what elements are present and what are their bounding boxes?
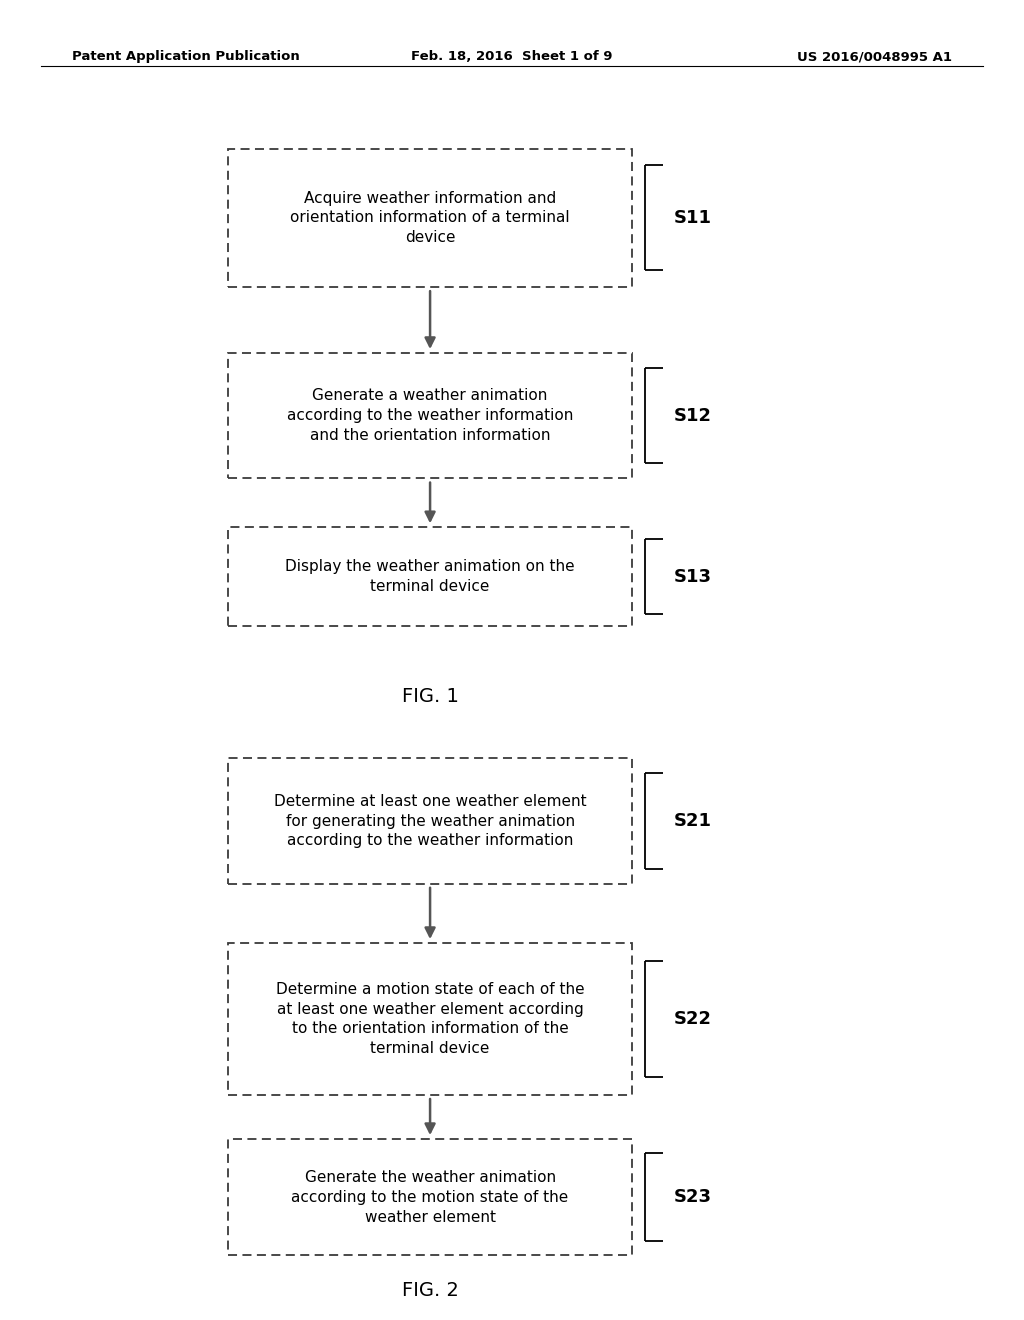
FancyBboxPatch shape bbox=[227, 352, 632, 478]
FancyBboxPatch shape bbox=[227, 149, 632, 288]
Text: Determine a motion state of each of the
at least one weather element according
t: Determine a motion state of each of the … bbox=[275, 982, 585, 1056]
Text: FIG. 1: FIG. 1 bbox=[401, 688, 459, 706]
Text: FIG. 2: FIG. 2 bbox=[401, 1282, 459, 1300]
Text: Patent Application Publication: Patent Application Publication bbox=[72, 50, 299, 63]
Text: S22: S22 bbox=[674, 1010, 712, 1028]
Text: S13: S13 bbox=[674, 568, 712, 586]
Text: Generate a weather animation
according to the weather information
and the orient: Generate a weather animation according t… bbox=[287, 388, 573, 444]
FancyBboxPatch shape bbox=[227, 1139, 632, 1255]
Text: Acquire weather information and
orientation information of a terminal
device: Acquire weather information and orientat… bbox=[290, 190, 570, 246]
Text: S21: S21 bbox=[674, 812, 712, 830]
Text: US 2016/0048995 A1: US 2016/0048995 A1 bbox=[798, 50, 952, 63]
FancyBboxPatch shape bbox=[227, 758, 632, 884]
FancyBboxPatch shape bbox=[227, 942, 632, 1096]
Text: S11: S11 bbox=[674, 209, 712, 227]
Text: Display the weather animation on the
terminal device: Display the weather animation on the ter… bbox=[286, 560, 574, 594]
Text: S12: S12 bbox=[674, 407, 712, 425]
Text: Determine at least one weather element
for generating the weather animation
acco: Determine at least one weather element f… bbox=[273, 793, 587, 849]
Text: Feb. 18, 2016  Sheet 1 of 9: Feb. 18, 2016 Sheet 1 of 9 bbox=[412, 50, 612, 63]
Text: Generate the weather animation
according to the motion state of the
weather elem: Generate the weather animation according… bbox=[292, 1170, 568, 1225]
FancyBboxPatch shape bbox=[227, 528, 632, 627]
Text: S23: S23 bbox=[674, 1188, 712, 1206]
